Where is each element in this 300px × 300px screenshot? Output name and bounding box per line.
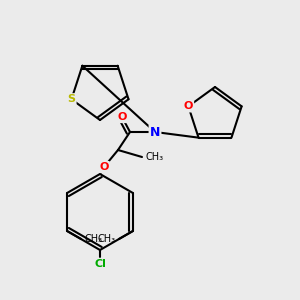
- Text: N: N: [150, 125, 160, 139]
- Text: CH₃: CH₃: [84, 234, 102, 244]
- Text: O: O: [99, 162, 109, 172]
- Text: CH₃: CH₃: [98, 234, 116, 244]
- Text: S: S: [68, 94, 76, 104]
- Text: Cl: Cl: [94, 259, 106, 269]
- Text: CH₃: CH₃: [145, 152, 163, 162]
- Text: O: O: [184, 101, 193, 111]
- Text: O: O: [117, 112, 127, 122]
